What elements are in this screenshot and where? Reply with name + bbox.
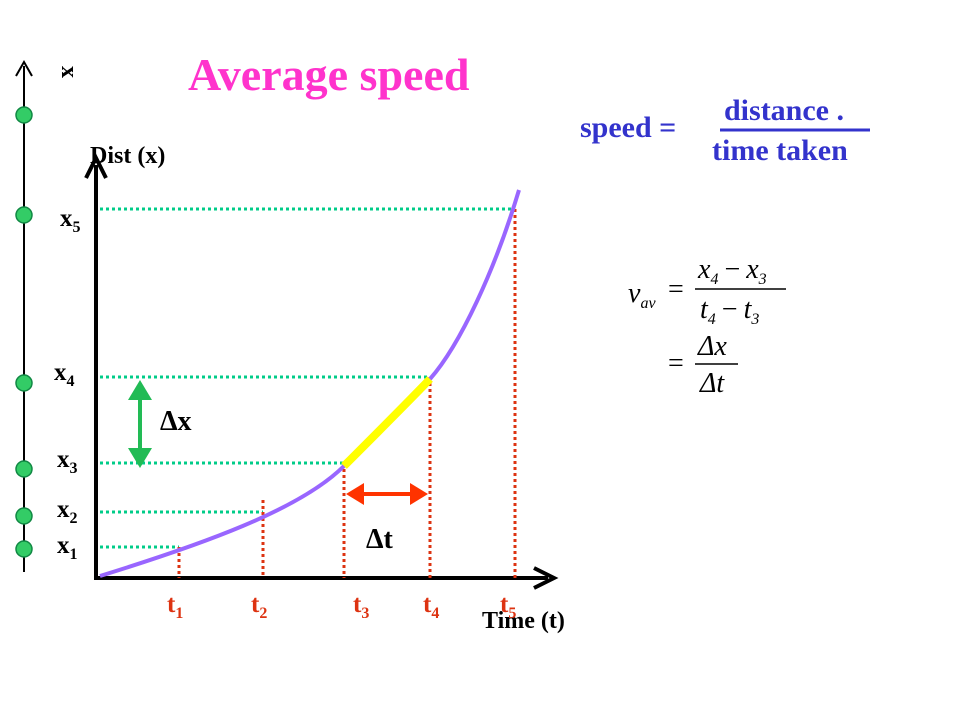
y-axis-arrowhead [84, 153, 108, 179]
position-point-1 [15, 106, 33, 124]
y-tick-labels: x5 x4 x3 x2 x1 [54, 205, 81, 563]
position-point-2 [15, 206, 33, 224]
x-tick-labels: t1 t2 t3 t4 t5 [167, 591, 516, 622]
position-axis-arrowhead [15, 59, 33, 77]
delta-x-label: Δx [160, 406, 192, 437]
position-point-5 [15, 507, 33, 525]
vavg-formula: vav = x4− x3 t4− t3 = Δx Δt [628, 254, 786, 399]
tick-t2: t2 [251, 591, 267, 622]
tick-t5: t5 [500, 591, 516, 622]
tick-t4: t4 [423, 591, 439, 622]
distance-time-curve [99, 189, 521, 578]
vertical-guides [177, 209, 517, 578]
delta-t-arrow [346, 483, 428, 505]
tick-x5: x5 [60, 205, 81, 236]
tick-x2: x2 [57, 496, 78, 527]
x-axis-label: Time (t) [482, 608, 565, 634]
horizontal-guides [100, 207, 515, 549]
vavg-numerator: x4− x3 [697, 254, 767, 288]
vavg-denominator: t4− t3 [700, 294, 759, 328]
vavg-numerator-2: Δx [697, 331, 727, 362]
vavg-equals-2: = [668, 348, 684, 379]
delta-t-label: Δt [366, 524, 394, 555]
tick-t3: t3 [353, 591, 369, 622]
speed-formula: speed = distance . time taken [580, 94, 870, 167]
speed-formula-denominator: time taken [712, 134, 848, 167]
position-axis-label: x [56, 66, 82, 78]
y-axis-label: Dist (x) [90, 143, 165, 169]
highlighted-interval [341, 376, 433, 469]
position-point-3 [15, 374, 33, 392]
vavg-equals: = [668, 274, 684, 305]
vavg-lhs: vav [628, 278, 656, 312]
tick-x4: x4 [54, 359, 75, 390]
page-title: Average speed [188, 49, 470, 100]
vavg-denominator-2: Δt [699, 368, 725, 399]
x-axis-arrowhead [533, 566, 559, 590]
position-axis: x [15, 59, 82, 572]
tick-x1: x1 [57, 532, 78, 563]
speed-formula-numerator: distance . [724, 94, 844, 127]
speed-formula-lhs: speed = [580, 111, 676, 144]
tick-x3: x3 [57, 446, 78, 477]
graph-axes: Dist (x) Time (t) [84, 143, 565, 634]
position-point-6 [15, 540, 33, 558]
position-point-4 [15, 460, 33, 478]
tick-t1: t1 [167, 591, 183, 622]
delta-x-arrow [128, 380, 152, 468]
